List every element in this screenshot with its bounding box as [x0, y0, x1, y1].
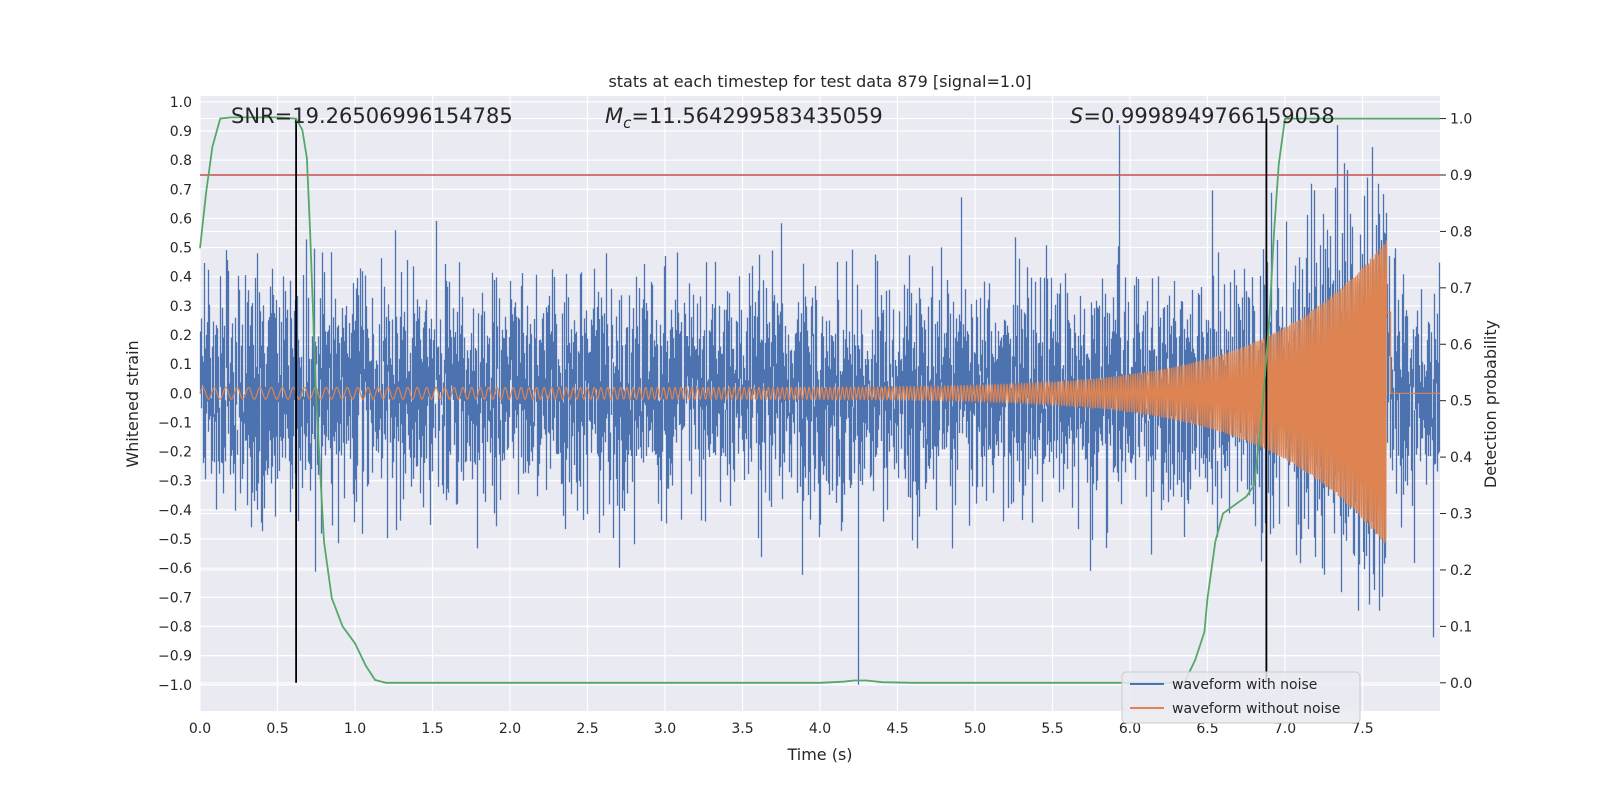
- y-tick-label-right: 0.2: [1450, 563, 1472, 579]
- x-tick-label: 7.5: [1351, 721, 1373, 737]
- y-tick-label-left: −0.8: [158, 619, 192, 635]
- y-tick-label-left: −0.5: [158, 532, 192, 548]
- legend: waveform with noise waveform without noi…: [1121, 671, 1361, 724]
- y-axis-title-right: Detection probability: [1481, 320, 1500, 488]
- x-tick-label: 0.0: [189, 721, 211, 737]
- clean-waveform-trace: [199, 240, 1440, 544]
- legend-box: [1121, 671, 1361, 724]
- chirp-mass-subscript: c: [623, 114, 632, 132]
- overlay-lines: [199, 116, 1440, 684]
- y-tick-label-left: 1.0: [170, 95, 192, 111]
- y-tick-label-left: 0.6: [170, 211, 192, 227]
- x-tick-label: 5.5: [1041, 721, 1063, 737]
- y-tick-label-left: −0.4: [158, 503, 192, 519]
- chirp-mass-symbol: M: [605, 104, 623, 128]
- y-tick-label-right: 0.0: [1450, 676, 1472, 692]
- x-tick-label: 6.0: [1119, 721, 1141, 737]
- y-tick-label-left: −0.9: [158, 649, 192, 665]
- y-tick-label-right: 0.9: [1450, 168, 1472, 184]
- y-tick-label-left: 0.8: [170, 153, 192, 169]
- y-tick-label-left: 0.1: [170, 357, 192, 373]
- score-symbol: S: [1070, 104, 1083, 128]
- y-tick-label-right: 0.8: [1450, 224, 1472, 240]
- waveform-without-noise-series: [199, 240, 1440, 544]
- axes: 0.0 0.5 1.0 1.5 2.0 2.5 3.0 3.5 4.0 4.5 5.0 5.5 6.0 6…: [158, 95, 1472, 737]
- x-tick-label: 1.0: [344, 721, 366, 737]
- x-tick-label: 2.5: [576, 721, 598, 737]
- y-tick-label-left: −0.7: [158, 590, 192, 606]
- y-tick-label-right: 0.1: [1450, 619, 1472, 635]
- x-tick-label: 4.5: [886, 721, 908, 737]
- y-tick-label-right: 0.3: [1450, 507, 1472, 523]
- y-tick-label-right: 0.6: [1450, 337, 1472, 353]
- snr-annotation: SNR=19.26506996154785: [231, 104, 513, 128]
- y-tick-label-left: 0.5: [170, 241, 192, 257]
- y-tick-label-left: −0.1: [158, 415, 192, 431]
- x-tick-label: 6.5: [1196, 721, 1218, 737]
- score-value: =0.9998949766159058: [1083, 104, 1334, 128]
- y-tick-label-left: 0.9: [170, 124, 192, 140]
- legend-label-clean: waveform without noise: [1172, 701, 1340, 717]
- y-tick-label-right: 0.7: [1450, 281, 1472, 297]
- chart-title: stats at each timestep for test data 879…: [608, 72, 1031, 91]
- x-tick-label: 5.0: [964, 721, 986, 737]
- y-tick-label-left: 0.4: [170, 270, 192, 286]
- score-annotation: S=0.9998949766159058: [1070, 104, 1335, 128]
- x-tick-label: 0.5: [266, 721, 288, 737]
- chirp-mass-annotation: Mc=11.564299583435059: [605, 104, 883, 132]
- y-tick-label-right: 0.4: [1450, 450, 1472, 466]
- x-tick-label: 4.0: [809, 721, 831, 737]
- y-tick-label-left: −0.6: [158, 561, 192, 577]
- y-tick-label-right: 0.5: [1450, 394, 1472, 410]
- x-tick-label: 3.0: [654, 721, 676, 737]
- legend-label-noise: waveform with noise: [1172, 677, 1317, 693]
- x-tick-label: 3.5: [731, 721, 753, 737]
- y-tick-label-left: −1.0: [158, 678, 192, 694]
- y-tick-label-left: 0.3: [170, 299, 192, 315]
- x-tick-label: 7.0: [1274, 721, 1296, 737]
- x-tick-label: 2.0: [499, 721, 521, 737]
- y-tick-label-left: 0.0: [170, 386, 192, 402]
- y-tick-label-left: 0.2: [170, 328, 192, 344]
- x-tick-label: 1.5: [421, 721, 443, 737]
- y-axis-title-left: Whitened strain: [123, 340, 142, 467]
- y-tick-label-left: −0.3: [158, 474, 192, 490]
- chirp-mass-value: =11.564299583435059: [631, 104, 882, 128]
- y-tick-label-left: −0.2: [158, 445, 192, 461]
- detection-probability-line: [199, 116, 1440, 684]
- y-tick-label-left: 0.7: [170, 182, 192, 198]
- x-axis-title: Time (s): [786, 745, 852, 764]
- y-tick-label-right: 1.0: [1450, 112, 1472, 128]
